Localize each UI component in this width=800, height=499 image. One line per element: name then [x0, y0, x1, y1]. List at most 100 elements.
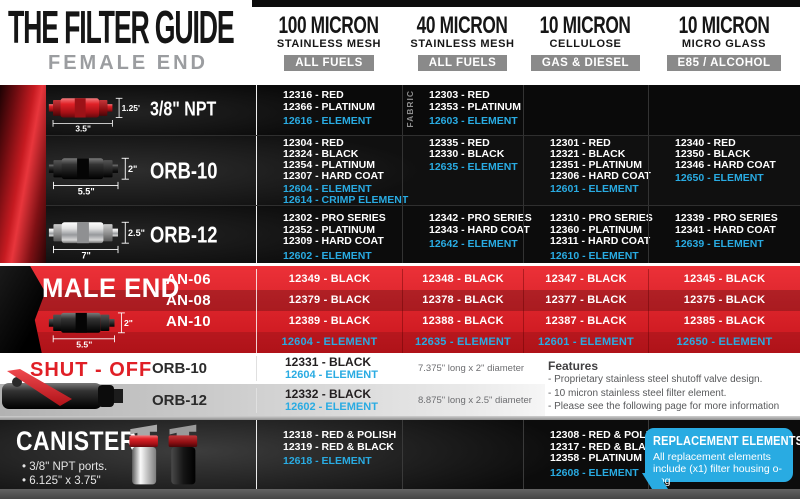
row-label-cell: 7" 2.5" ORB-12 [0, 206, 256, 263]
part-number: 12330 - BLACK [429, 148, 505, 160]
element-list: 12618 - ELEMENT [283, 455, 402, 468]
part-number: 12375 - BLACK [648, 290, 800, 311]
element-number: 12602 - ELEMENT [285, 400, 378, 413]
parts-cell: 12332 - BLACK 12602 - ELEMENT [256, 387, 402, 413]
element-list: 12610 - ELEMENT [550, 249, 648, 263]
part-number: 12309 - HARD COAT [283, 235, 384, 247]
width-dimension-label: 3.5" [75, 124, 91, 134]
part-number: 12339 - PRO SERIES [675, 212, 778, 224]
feature-item: - Please see the following page for more… [548, 401, 780, 412]
media-type: STAINLESS MESH [410, 38, 515, 50]
column-header-100-micron: 100 MICRON STAINLESS MESH ALL FUELS [256, 14, 402, 71]
row-label: AN-08 [166, 292, 211, 309]
part-number: 12387 - BLACK [523, 311, 648, 332]
element-number: 12604 - ELEMENT [283, 183, 372, 195]
part-number: 12366 - PLATINUM [283, 100, 375, 113]
part-list: 12310 - PRO SERIES 12360 - PLATINUM 12311 … [550, 212, 653, 248]
parts-cell: 12335 - RED 12330 - BLACK 12635 - ELEMENT [402, 136, 523, 206]
table-row-an10: AN-10 12389 - BLACK 12388 - BLACK 12387 … [0, 311, 800, 332]
part-number: 12350 - BLACK [675, 148, 751, 160]
parts-cell: 12310 - PRO SERIES 12360 - PLATINUM 12311 … [523, 206, 653, 263]
black-filter-product-image: 5.5" 2" [48, 157, 137, 197]
element-number: 12603 - ELEMENT [429, 115, 518, 127]
row-label: AN-10 [166, 313, 211, 330]
part-number: 12301 - RED [550, 137, 611, 149]
part-number: 12303 - RED [429, 89, 490, 101]
element-number: 12650 - ELEMENT [648, 332, 800, 353]
element-number: 12642 - ELEMENT [429, 238, 518, 250]
row-label: ORB-10 [152, 360, 208, 377]
features-list: - Proprietary stainless steel shutoff va… [548, 373, 794, 414]
part-number: 12335 - RED [429, 137, 490, 149]
element-list: 12616 - ELEMENT [283, 115, 402, 128]
row-label: 3/8" NPT [150, 98, 217, 121]
width-dimension-label: 7" [82, 250, 91, 260]
table-row-an08: AN-08 12379 - BLACK 12378 - BLACK 12377 … [0, 290, 800, 311]
part-number: 12321 - BLACK [550, 148, 626, 160]
part-list: 12304 - RED 12324 - BLACK 12354 - PLATINUM… [283, 138, 402, 182]
feature-item: - 10 micron stainless steel filter eleme… [548, 387, 727, 399]
element-number: 12610 - ELEMENT [550, 249, 639, 262]
part-list: 12316 - RED 12366 - PLATINUM [283, 89, 402, 113]
table-row-shutoff-orb10: ORB-10 12331 - BLACK 12604 - ELEMENT 7.3… [0, 353, 800, 384]
part-number: 12304 - RED [283, 137, 344, 149]
male-end-rows: AN-06 12349 - BLACK 12348 - BLACK 12347 … [0, 269, 800, 353]
element-list: 12639 - ELEMENT [675, 238, 800, 251]
element-list: 12642 - ELEMENT [429, 238, 523, 251]
chrome-filter-product-image: 7" 2.5" [48, 221, 145, 260]
element-number: 12602 - ELEMENT [283, 249, 372, 262]
shut-off-title: SHUT - OFF [30, 359, 153, 381]
media-type: CELLULOSE [549, 38, 622, 50]
parts-cell-empty [523, 85, 648, 135]
part-number: 12316 - RED [283, 89, 344, 101]
bottom-bar [0, 489, 800, 499]
spec-bullet: • 6.125" x 3.75" [22, 475, 101, 487]
part-number: 12388 - BLACK [402, 311, 523, 332]
part-number: 12346 - HARD COAT [675, 159, 776, 171]
callout-body: All replacement elements include (x1) fi… [653, 451, 782, 487]
top-bar [252, 0, 800, 7]
part-number: 12341 - HARD COAT [675, 223, 776, 236]
element-number: 12635 - ELEMENT [402, 332, 523, 353]
micron-rating: 100 MICRON [278, 12, 380, 39]
part-number: 12319 - RED & BLACK [283, 440, 394, 453]
part-number: 12389 - BLACK [256, 311, 402, 332]
black-fitting-photo [0, 266, 46, 353]
part-number: 12360 - PLATINUM [550, 223, 642, 236]
table-row-orb12: 7" 2.5" ORB-12 12302 - PRO SERIES 12352 -… [0, 205, 800, 263]
part-number: 12352 - PLATINUM [283, 223, 375, 236]
spec-bullet: • 3/8" NPT ports. [22, 461, 108, 473]
part-number: 12354 - PLATINUM [283, 159, 375, 171]
fuel-badge: ALL FUELS [284, 55, 374, 71]
part-list: 12339 - PRO SERIES 12341 - HARD COAT [675, 212, 800, 236]
part-number: 12317 - RED & BLACK [550, 440, 661, 453]
part-number: 12348 - BLACK [402, 269, 523, 290]
canister-product-photos [129, 424, 198, 485]
part-number: 12331 - BLACK [285, 355, 372, 369]
part-number: 12347 - BLACK [523, 269, 648, 290]
row-label: ORB-12 [152, 391, 208, 409]
features-title: Features [548, 359, 599, 373]
part-list: 12303 - RED 12353 - PLATINUM [429, 89, 523, 113]
part-number: 12379 - BLACK [256, 290, 402, 311]
parts-cell: 12301 - RED 12321 - BLACK 12351 - PLATINUM… [523, 136, 651, 206]
media-type: STAINLESS MESH [276, 38, 382, 50]
part-number: 12378 - BLACK [402, 290, 523, 311]
part-number: 12343 - HARD COAT [429, 223, 530, 236]
part-number: 12377 - BLACK [523, 290, 648, 311]
callout-title: REPLACEMENT ELEMENTS [653, 434, 800, 448]
element-number: 12604 - ELEMENT [256, 332, 402, 353]
part-list: 12342 - PRO SERIES 12343 - HARD COAT [429, 212, 532, 236]
features-block: Features - Proprietary stainless steel s… [548, 359, 794, 414]
row-label-cell: 5.5" 2" ORB-10 [0, 136, 256, 206]
micron-rating: 10 MICRON [678, 12, 770, 39]
part-number: 12351 - PLATINUM [550, 159, 642, 171]
parts-cell: 12340 - RED 12350 - BLACK 12346 - HARD COA… [648, 136, 800, 206]
column-header-40-micron: 40 MICRON STAINLESS MESH ALL FUELS [402, 14, 523, 71]
part-number: 12310 - PRO SERIES [550, 212, 653, 224]
part-number: 12306 - HARD COAT [550, 170, 651, 182]
fabric-note: FABRIC [405, 90, 415, 128]
part-number: 12385 - BLACK [648, 311, 800, 332]
row-label: ORB-10 [150, 157, 218, 184]
